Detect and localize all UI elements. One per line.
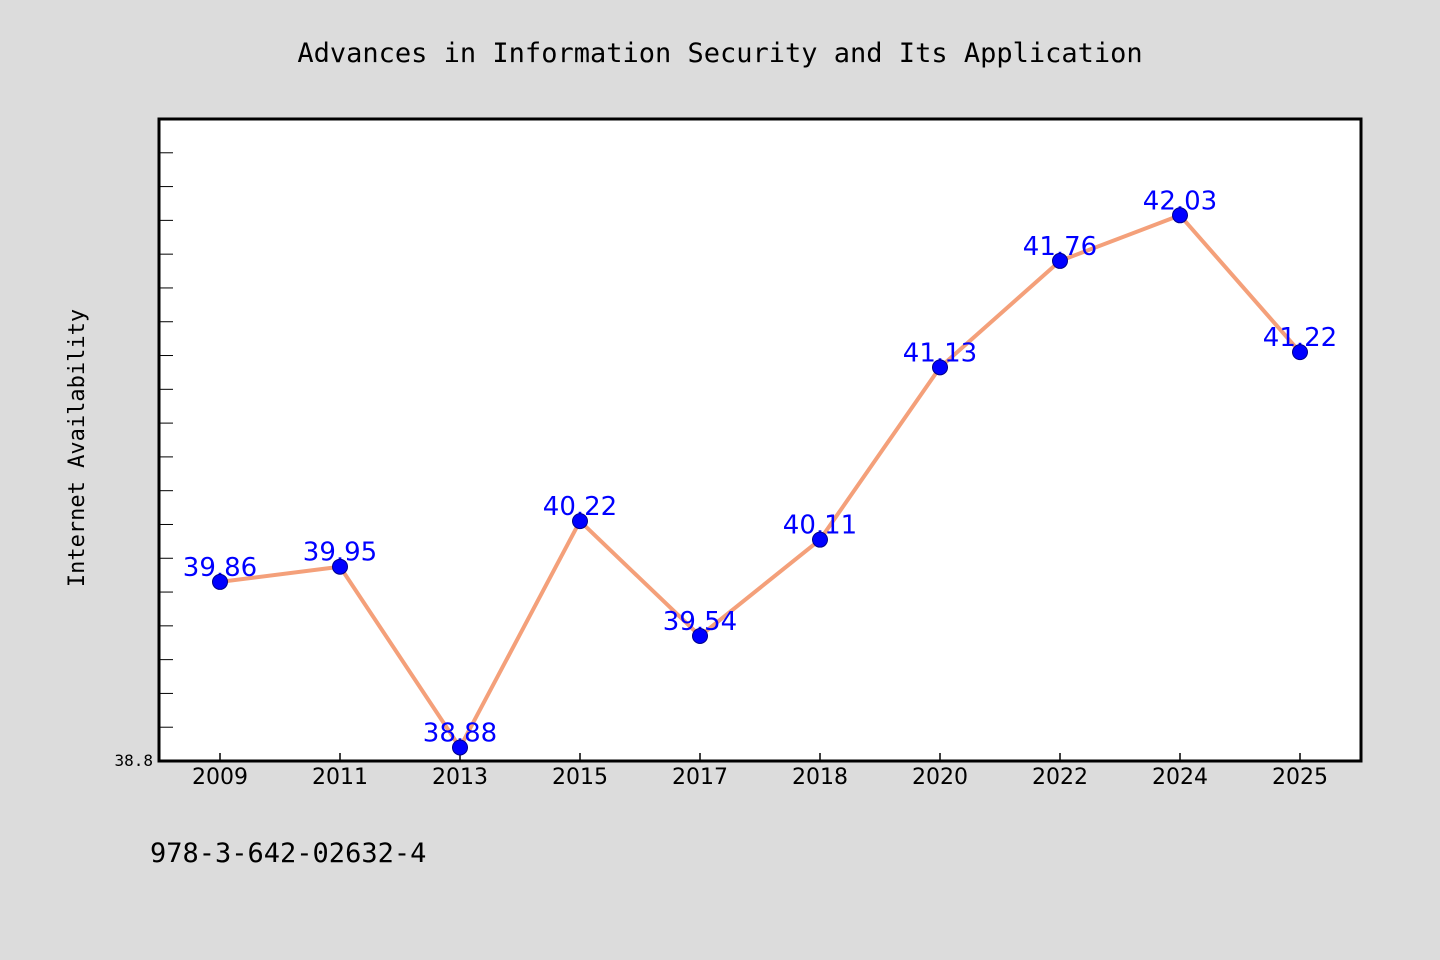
x-tick-label: 2018	[792, 765, 848, 790]
x-axis-tick-labels: 2009 2011 2013 2015 2017 2018 2020 2022 2024 2025	[192, 765, 1328, 790]
y-tick-label: 38.8	[114, 751, 153, 770]
x-tick-label: 2011	[312, 765, 368, 790]
plot-area	[157, 117, 1363, 763]
data-point	[332, 558, 348, 575]
y-axis-label: Internet Availability	[65, 309, 90, 587]
data-point	[1052, 252, 1068, 269]
x-tick-label: 2013	[432, 765, 488, 790]
x-tick-label: 2015	[552, 765, 608, 790]
x-tick-label: 2024	[1152, 765, 1208, 790]
data-point	[812, 531, 828, 548]
x-tick-label: 2017	[672, 765, 728, 790]
y-axis-ticks	[159, 118, 173, 728]
y-axis-tick-labels: 38.8	[114, 751, 153, 770]
x-tick-label: 2009	[192, 765, 248, 790]
series-markers-group	[212, 207, 1308, 756]
chart-title: Advances in Information Security and Its…	[297, 38, 1142, 69]
series-line-group	[219, 213, 1302, 750]
footnote: 978-3-642-02632-4	[150, 838, 426, 869]
x-tick-label: 2025	[1272, 765, 1328, 790]
x-tick-label: 2022	[1032, 765, 1088, 790]
data-point	[572, 513, 588, 530]
series-line	[219, 213, 1302, 750]
data-point	[1292, 344, 1308, 361]
data-point	[1172, 207, 1188, 224]
data-point	[452, 739, 468, 756]
data-point	[212, 573, 228, 590]
x-tick-label: 2020	[912, 765, 968, 790]
data-point	[932, 359, 948, 376]
data-point	[692, 627, 708, 644]
